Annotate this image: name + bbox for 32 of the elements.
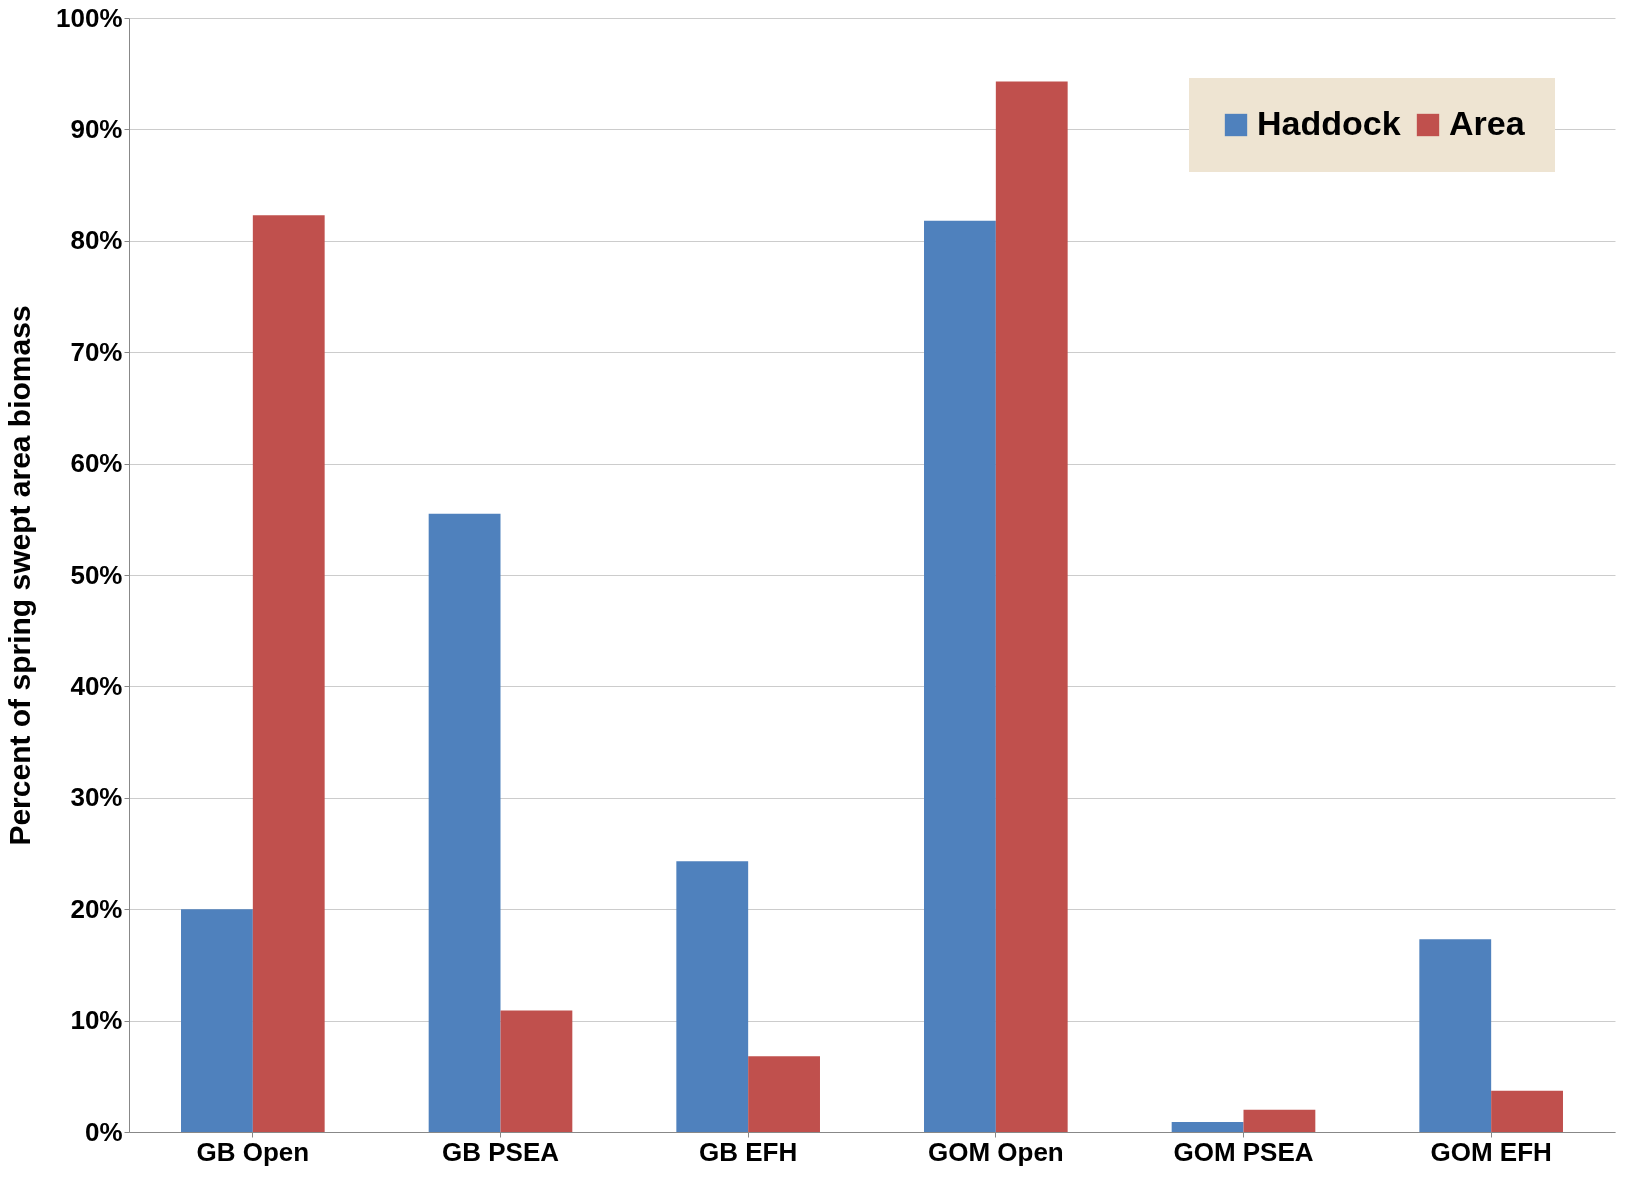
bar <box>252 215 325 1132</box>
y-tick-label: 90% <box>70 113 123 144</box>
bar <box>1171 1121 1244 1132</box>
x-tick-label: GOM PSEA <box>1173 1136 1314 1167</box>
y-tick-label: 70% <box>70 336 123 367</box>
y-tick-label: 50% <box>70 559 123 590</box>
legend-label: Area <box>1449 104 1526 142</box>
bar <box>748 1056 820 1132</box>
bar <box>995 81 1068 1132</box>
bar <box>924 220 996 1132</box>
y-tick-label: 100% <box>56 2 123 33</box>
bar <box>428 513 501 1132</box>
y-tick-label: 60% <box>70 448 123 479</box>
y-tick-label: 40% <box>70 670 123 701</box>
bar <box>676 861 749 1132</box>
x-tick-label: GB EFH <box>699 1136 798 1167</box>
y-tick-label: 30% <box>70 782 123 813</box>
bar <box>500 1010 573 1132</box>
y-tick-label: 10% <box>70 1005 123 1036</box>
bar <box>1491 1090 1563 1132</box>
x-tick-label: GOM Open <box>927 1136 1064 1167</box>
legend-label: Haddock <box>1257 104 1401 142</box>
bar <box>1243 1109 1316 1132</box>
y-tick-label: 80% <box>70 225 123 256</box>
x-tick-label: GB Open <box>196 1136 310 1167</box>
y-tick-label: 0% <box>84 1116 123 1147</box>
y-axis-title: Percent of spring swept area biomass <box>3 305 36 846</box>
bar <box>1419 939 1492 1132</box>
y-tick-label: 20% <box>70 893 123 924</box>
bar <box>181 909 253 1132</box>
x-tick-label: GB PSEA <box>441 1136 560 1167</box>
x-tick-label: GOM EFH <box>1430 1136 1552 1167</box>
